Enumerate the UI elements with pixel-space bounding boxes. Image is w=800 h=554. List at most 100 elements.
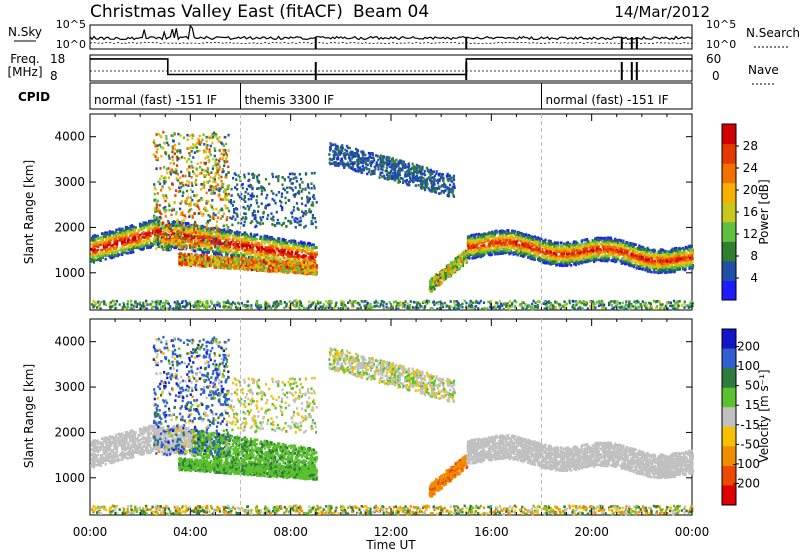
power-cell xyxy=(165,209,168,212)
power-cell xyxy=(196,235,200,238)
power-cell xyxy=(437,185,440,188)
power-cell xyxy=(188,215,191,219)
power-cell xyxy=(106,242,109,245)
power-cell xyxy=(242,237,245,240)
power-cell xyxy=(304,172,308,175)
power-cell xyxy=(167,229,170,233)
power-cell xyxy=(226,249,229,252)
power-cell xyxy=(173,246,176,250)
power-cell xyxy=(310,220,313,223)
power-cell xyxy=(96,234,99,238)
power-cell xyxy=(207,213,210,217)
power-cell xyxy=(113,233,116,237)
power-cell xyxy=(429,168,432,172)
power-cell xyxy=(142,221,145,224)
power-cell xyxy=(254,225,257,229)
power-cell xyxy=(433,181,436,184)
power-cell xyxy=(191,242,195,246)
power-cell xyxy=(245,267,248,271)
power-cell xyxy=(120,236,124,239)
power-cell xyxy=(388,157,391,160)
power-cell xyxy=(214,163,217,166)
power-cell xyxy=(297,270,301,274)
power-cell xyxy=(251,244,254,247)
power-cell xyxy=(297,246,300,249)
power-cell xyxy=(221,260,224,264)
power-cell xyxy=(189,228,192,232)
nsky-series xyxy=(89,24,693,49)
power-cell xyxy=(156,192,159,195)
power-cell xyxy=(223,246,226,250)
power-cell xyxy=(385,166,388,170)
power-cell xyxy=(93,256,96,259)
power-cell xyxy=(190,164,193,168)
power-cell xyxy=(302,244,305,248)
power-cell xyxy=(224,204,227,207)
power-cell xyxy=(129,251,132,254)
power-cell xyxy=(263,242,266,245)
power-cell xyxy=(203,231,206,234)
power-cell xyxy=(246,248,249,251)
power-cell xyxy=(150,219,153,223)
power-cell xyxy=(311,216,314,220)
power-cell xyxy=(186,179,189,183)
power-cell xyxy=(217,211,220,215)
power-cell xyxy=(198,231,201,234)
power-cell xyxy=(419,186,423,189)
power-cell xyxy=(271,172,274,176)
power-cell xyxy=(109,250,112,254)
power-cell xyxy=(292,172,295,176)
power-cell xyxy=(291,265,294,269)
power-cell xyxy=(104,249,107,253)
power-cell xyxy=(259,259,262,263)
power-cell xyxy=(216,137,219,141)
power-cell xyxy=(283,250,286,253)
power-cell xyxy=(212,135,215,139)
power-cell xyxy=(219,260,223,264)
cpid-segment-label: themis 3300 IF xyxy=(245,93,335,107)
power-cell xyxy=(123,229,126,233)
power-cell xyxy=(259,222,262,226)
power-cell xyxy=(211,141,214,145)
power-cell xyxy=(183,253,186,257)
power-cell xyxy=(295,202,299,205)
power-cell xyxy=(261,252,265,255)
power-cell xyxy=(263,236,266,240)
power-cell xyxy=(95,258,98,262)
power-cell xyxy=(242,239,245,242)
power-cell xyxy=(254,253,257,256)
nsky-line xyxy=(89,24,693,41)
power-cell xyxy=(212,212,215,215)
power-cell xyxy=(208,248,211,251)
power-cell xyxy=(224,244,227,248)
power-cell xyxy=(179,207,182,211)
power-cell xyxy=(225,142,228,146)
power-cell xyxy=(199,212,202,215)
power-cell xyxy=(331,162,334,165)
power-cell xyxy=(154,144,157,148)
power-cell xyxy=(292,259,295,262)
power-cell xyxy=(227,133,230,137)
power-cell xyxy=(115,246,118,250)
power-cell xyxy=(119,231,122,234)
power-cell xyxy=(220,265,223,269)
power-cell xyxy=(296,191,299,195)
power-cell xyxy=(171,150,174,154)
power-cell xyxy=(110,256,114,260)
power-cell xyxy=(168,204,171,208)
power-cell xyxy=(247,197,250,201)
power-cell xyxy=(290,268,293,271)
power-cell xyxy=(300,267,303,270)
power-cell xyxy=(212,235,215,238)
power-cell xyxy=(266,217,269,221)
power-cell xyxy=(170,226,173,229)
power-cell xyxy=(226,227,229,230)
power-cell xyxy=(172,162,175,165)
power-cell xyxy=(97,248,100,252)
power-cell xyxy=(308,197,311,200)
power-cell xyxy=(115,250,118,253)
power-cell xyxy=(183,237,186,241)
power-cell xyxy=(134,236,137,239)
power-cell xyxy=(172,170,175,174)
power-cell xyxy=(217,253,220,256)
